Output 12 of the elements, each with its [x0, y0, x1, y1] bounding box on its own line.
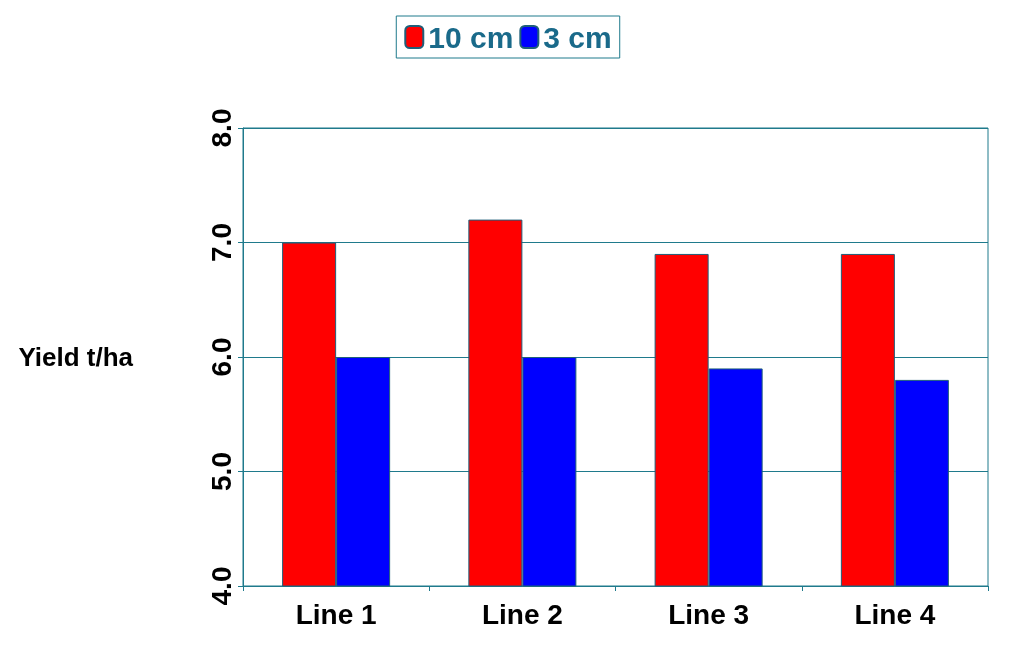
y-axis-title: Yield t/ha — [18, 342, 134, 372]
y-tick-label: 8.0 — [205, 108, 237, 148]
x-tick-label: Line 2 — [481, 598, 563, 630]
legend-label: 10 cm — [428, 20, 514, 54]
y-tick-label: 4.0 — [205, 566, 237, 606]
x-tick-label: Line 1 — [295, 598, 377, 630]
x-tick-label: Line 4 — [854, 598, 936, 630]
y-tick-label: 7.0 — [205, 223, 237, 262]
legend-label: 3 cm — [543, 20, 612, 54]
y-tick-label: 6.0 — [205, 337, 237, 377]
x-tick-label: Line 3 — [668, 598, 750, 630]
y-tick-label: 5.0 — [205, 452, 237, 491]
